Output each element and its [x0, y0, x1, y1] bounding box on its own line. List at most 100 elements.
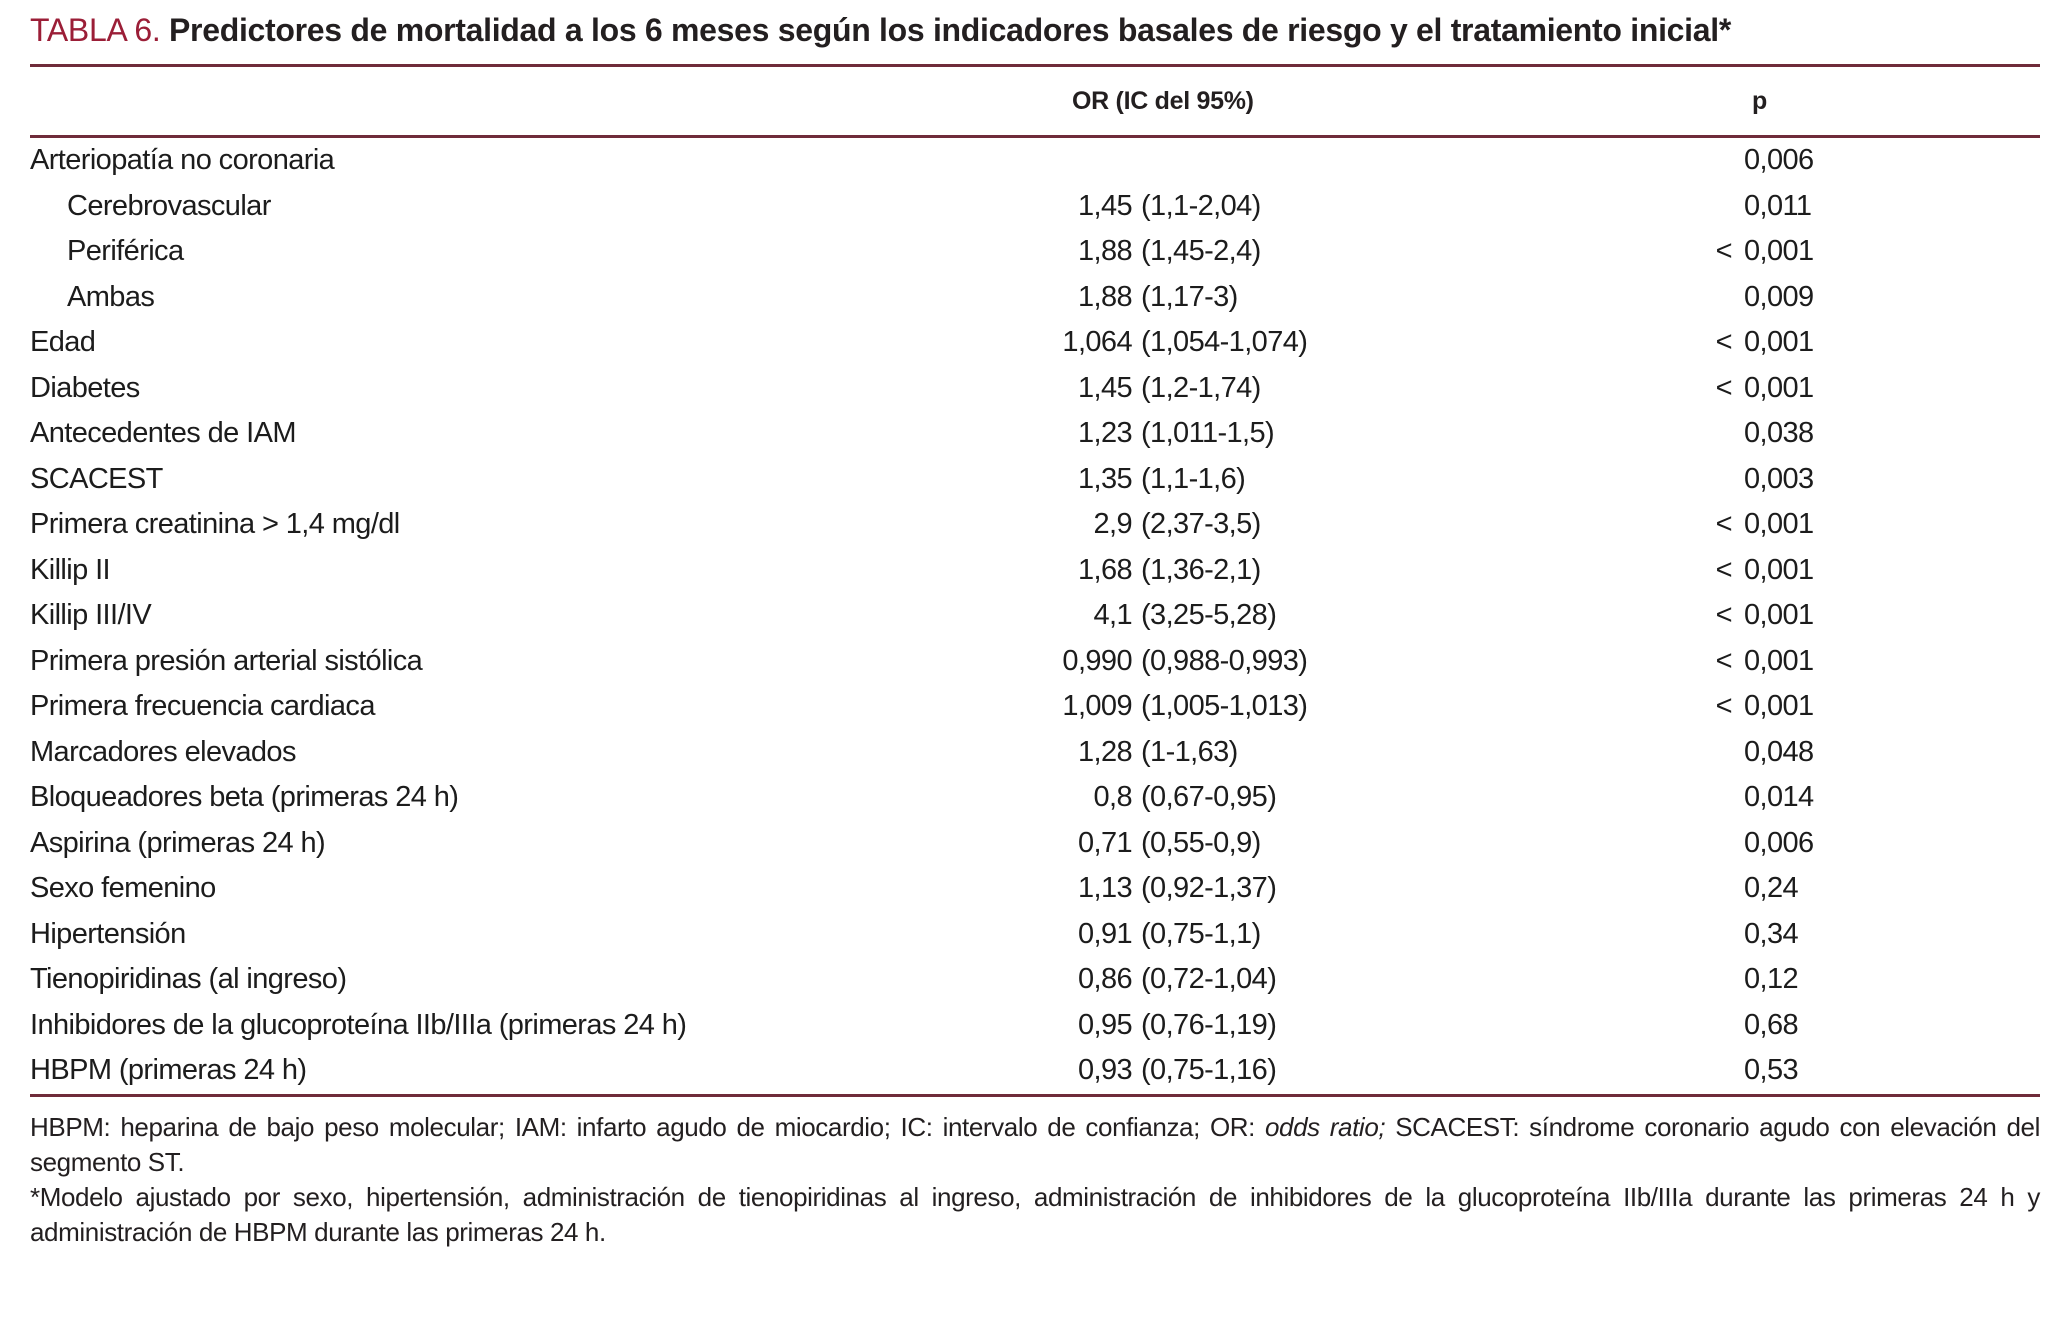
p-cell: <0,001	[1560, 690, 2040, 723]
footnotes: HBPM: heparina de bajo peso molecular; I…	[30, 1110, 2040, 1250]
ci-value: (1,005-1,013)	[1141, 690, 1308, 723]
table-row: Ambas 1,88 (1,17-3) 0,009	[30, 275, 2040, 321]
or-ci-cell: 0,71 (0,55-0,9)	[1000, 827, 1560, 860]
or-ci-cell: 0,8 (0,67-0,95)	[1000, 781, 1560, 814]
table-row: Periférica 1,88 (1,45-2,4) <0,001	[30, 229, 2040, 275]
p-less-than-sign	[1560, 736, 1732, 769]
p-value: 0,048	[1744, 735, 1814, 768]
p-cell: 0,006	[1560, 827, 2040, 860]
table-row: Tienopiridinas (al ingreso) 0,86 (0,72-1,0…	[30, 957, 2040, 1003]
p-value: 0,001	[1744, 508, 1814, 541]
table-row: SCACEST 1,35 (1,1-1,6) 0,003	[30, 457, 2040, 503]
table-row: Diabetes 1,45 (1,2-1,74) <0,001	[30, 366, 2040, 412]
p-value: 0,68	[1744, 1008, 1799, 1041]
row-label: Antecedentes de IAM	[30, 417, 296, 450]
or-ci-cell: 0,990 (0,988-0,993)	[1000, 645, 1560, 678]
or-ci-cell: 0,86 (0,72-1,04)	[1000, 963, 1560, 996]
p-value: 0,038	[1744, 417, 1814, 450]
row-label: Tienopiridinas (al ingreso)	[30, 963, 347, 996]
ci-value: (2,37-3,5)	[1141, 508, 1261, 541]
p-cell: 0,24	[1560, 872, 2040, 905]
ci-value: (0,92-1,37)	[1141, 872, 1277, 905]
row-label: Primera frecuencia cardiaca	[30, 690, 375, 723]
p-value: 0,001	[1744, 553, 1814, 586]
ci-value: (0,75-1,16)	[1141, 1054, 1277, 1087]
p-value: 0,006	[1744, 144, 1814, 177]
or-ci-cell: 1,009 (1,005-1,013)	[1000, 690, 1560, 723]
footnote-abbreviations: HBPM: heparina de bajo peso molecular; I…	[30, 1110, 2040, 1180]
ci-value: (1,011-1,5)	[1141, 417, 1275, 450]
or-value: 2,9	[1093, 508, 1132, 541]
p-cell: 0,53	[1560, 1054, 2040, 1087]
p-value: 0,12	[1744, 963, 1799, 996]
rule-header-divider	[30, 135, 2040, 138]
or-ci-cell: 1,45 (1,1-2,04)	[1000, 190, 1560, 223]
p-value: 0,24	[1744, 872, 1799, 905]
p-less-than-sign: <	[1715, 599, 1733, 632]
row-label: Primera presión arterial sistólica	[30, 644, 423, 677]
p-less-than-sign	[1560, 827, 1732, 860]
p-less-than-sign	[1560, 281, 1732, 314]
table-row: Inhibidores de la glucoproteína IIb/IIIa…	[30, 1003, 2040, 1049]
table-row: Cerebrovascular 1,45 (1,1-2,04) 0,011	[30, 184, 2040, 230]
or-value: 1,45	[1077, 189, 1133, 222]
ci-value: (1,45-2,4)	[1141, 235, 1261, 268]
table-body: Arteriopatía no coronaria 0,006 Cerebrovas…	[30, 138, 2040, 1094]
p-less-than-sign	[1560, 1009, 1732, 1042]
or-value: 1,009	[1062, 690, 1132, 723]
p-less-than-sign: <	[1715, 371, 1733, 404]
p-less-than-sign	[1560, 144, 1732, 177]
p-less-than-sign	[1560, 872, 1732, 905]
or-value: 1,28	[1077, 735, 1133, 768]
p-value: 0,001	[1744, 371, 1814, 404]
p-cell: <0,001	[1560, 645, 2040, 678]
or-ci-cell: 1,88 (1,45-2,4)	[1000, 235, 1560, 268]
p-value: 0,001	[1744, 644, 1814, 677]
p-less-than-sign: <	[1715, 644, 1733, 677]
p-less-than-sign: <	[1715, 508, 1733, 541]
table-row: HBPM (primeras 24 h) 0,93 (0,75-1,16) 0,53	[30, 1048, 2040, 1094]
table-row: Bloqueadores beta (primeras 24 h) 0,8 (0,6…	[30, 775, 2040, 821]
header-p: p	[1752, 86, 1767, 115]
or-value: 1,88	[1077, 280, 1133, 313]
table-title: TABLA 6. Predictores de mortalidad a los…	[30, 0, 1870, 54]
ci-value: (1,36-2,1)	[1141, 553, 1261, 586]
or-value: 4,1	[1093, 599, 1132, 632]
p-less-than-sign	[1560, 417, 1732, 450]
p-value: 0,34	[1744, 917, 1799, 950]
p-cell: 0,34	[1560, 918, 2040, 951]
row-label: Killip II	[30, 553, 111, 586]
or-value: 1,35	[1077, 462, 1133, 495]
row-label: SCACEST	[30, 462, 163, 495]
footnote-model-adjustment: *Modelo ajustado por sexo, hipertensión,…	[30, 1181, 2040, 1247]
or-ci-cell: 4,1 (3,25-5,28)	[1000, 599, 1560, 632]
p-less-than-sign	[1560, 190, 1732, 223]
or-value: 0,990	[1062, 644, 1132, 677]
or-value: 1,064	[1062, 326, 1132, 359]
row-label: Arteriopatía no coronaria	[30, 144, 335, 177]
or-ci-cell: 1,28 (1-1,63)	[1000, 736, 1560, 769]
p-value: 0,003	[1744, 462, 1814, 495]
or-value: 0,8	[1093, 781, 1132, 814]
header-or-ci: OR (IC del 95%)	[1072, 86, 1254, 115]
p-less-than-sign	[1560, 963, 1732, 996]
or-value: 1,88	[1077, 235, 1133, 268]
ci-value: (1,054-1,074)	[1141, 326, 1308, 359]
p-less-than-sign	[1560, 781, 1732, 814]
p-cell: 0,009	[1560, 281, 2040, 314]
footnote-abbr-italic: odds ratio;	[1265, 1111, 1386, 1142]
table-number-label: TABLA 6.	[30, 12, 161, 48]
row-label: Periférica	[67, 235, 184, 268]
p-cell: 0,006	[1560, 144, 2040, 177]
p-less-than-sign: <	[1715, 690, 1733, 723]
or-ci-cell: 0,95 (0,76-1,19)	[1000, 1009, 1560, 1042]
p-less-than-sign	[1560, 918, 1732, 951]
ci-value: (1,1-2,04)	[1141, 189, 1261, 222]
table-title-text: Predictores de mortalidad a los 6 meses …	[169, 12, 1732, 48]
table-row: Hipertensión 0,91 (0,75-1,1) 0,34	[30, 912, 2040, 958]
or-value: 1,23	[1077, 417, 1133, 450]
ci-value: (1-1,63)	[1141, 735, 1238, 768]
table-row: Aspirina (primeras 24 h) 0,71 (0,55-0,9) 0,…	[30, 821, 2040, 867]
table-row: Antecedentes de IAM 1,23 (1,011-1,5) 0,038	[30, 411, 2040, 457]
p-value: 0,001	[1744, 235, 1814, 268]
